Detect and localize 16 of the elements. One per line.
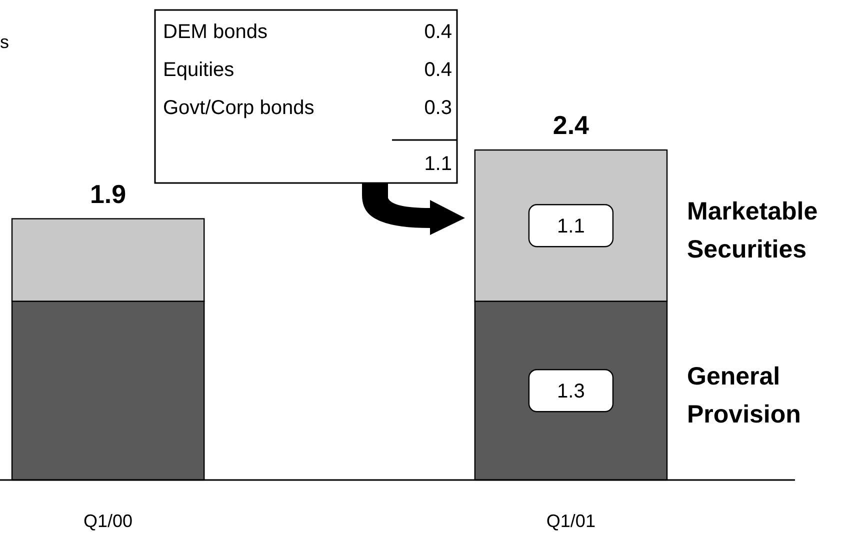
text: 0.3 [424, 97, 452, 119]
total-label: 1.9 [90, 178, 126, 209]
text: 0.4 [424, 21, 452, 43]
series-label: Marketable Securities [687, 198, 818, 264]
x-tick-label: Q1/01 [546, 511, 596, 531]
data-label: 1.1 [557, 216, 585, 238]
annotation: 1.1 [424, 153, 452, 175]
total-label: 2.4 [552, 110, 590, 140]
series-label: General Provision [687, 362, 801, 429]
data-label: 1.3 [557, 380, 585, 403]
text: Equities [163, 59, 234, 81]
text: 0.4 [424, 59, 452, 81]
text: Govt/Corp bonds [163, 97, 314, 119]
x-tick-label: Q1/00 [84, 511, 133, 531]
text: DEM bonds [163, 21, 268, 43]
text: s [0, 32, 9, 52]
